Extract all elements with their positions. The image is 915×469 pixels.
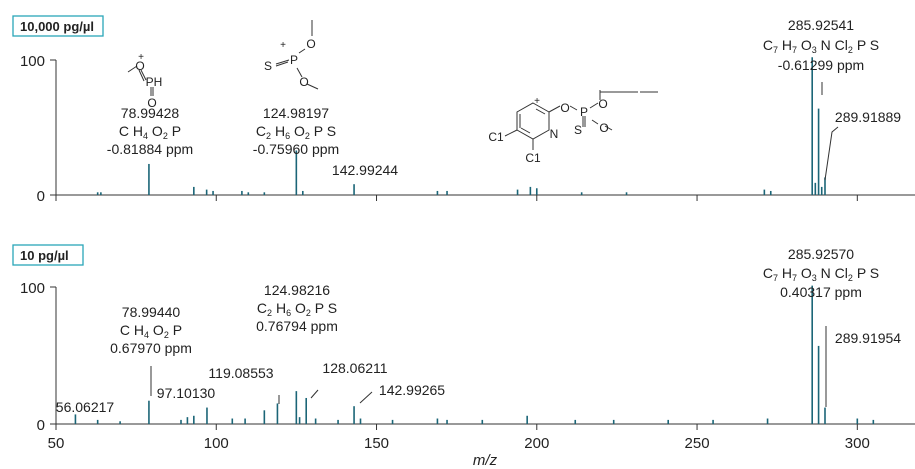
panel-bottom-label: 10 pg/µl [20, 248, 69, 263]
atom-label: S [264, 59, 272, 73]
annotation-ppm: -0.75960 ppm [253, 141, 339, 157]
atom-label: C1 [525, 151, 541, 165]
annotation-mz: 128.06211 [322, 360, 387, 376]
y-tick-label: 0 [37, 188, 45, 205]
annotation-mz: 285.92570 [788, 246, 854, 262]
annotation-mz: 124.98216 [264, 282, 330, 298]
atom-label: O [306, 37, 315, 51]
annotation-mz: 119.08553 [208, 365, 273, 381]
panel-bottom-annotations: 56.06217 78.99440 C H4 O2 P 0.67970 ppm … [56, 246, 902, 415]
panel-top-x-ticks [55, 195, 858, 201]
charge-label: + [280, 40, 286, 51]
annotation-formula: C H4 O2 P [119, 123, 181, 141]
panel-bottom-leaders [150, 326, 827, 407]
x-tick-label: 250 [685, 435, 710, 452]
annotation-ppm: -0.81884 ppm [107, 141, 193, 157]
y-tick-label: 0 [37, 417, 45, 434]
annotation-mz: 289.91954 [835, 330, 901, 346]
annotation-formula: C H4 O2 P [120, 322, 182, 340]
annotation-formula: C2 H6 O2 P S [257, 300, 337, 318]
panel-top-label: 10,000 pg/µl [20, 19, 94, 34]
annotation-mz: 78.99428 [121, 105, 180, 121]
y-tick-label: 100 [20, 53, 45, 70]
atom-label: N [550, 127, 559, 141]
panel-bottom: 10 pg/µl 100 0 50 100 150 200 250 300 56.0621… [12, 244, 915, 469]
annotation-formula: C2 H6 O2 P S [256, 123, 336, 141]
panel-top: 10,000 pg/µl 100 0 78.99428 C H4 O2 P -0… [12, 15, 915, 205]
structure-ch4o2p: O + PH O [127, 52, 163, 110]
atom-label: P [580, 105, 588, 119]
atom-label: O [598, 97, 607, 111]
atom-label: S [574, 123, 582, 137]
panel-bottom-label-box [12, 244, 84, 266]
annotation-ppm: 0.76794 ppm [256, 318, 338, 334]
leader-line [359, 391, 373, 404]
atom-label: O [599, 121, 608, 135]
panel-top-leaders [640, 82, 839, 181]
annotation-mz: 142.99265 [379, 382, 445, 398]
panel-bottom-peaks [74, 285, 875, 424]
x-axis-label: m/z [473, 452, 498, 469]
y-tick-label: 100 [20, 280, 45, 297]
atom-label: O [560, 101, 569, 115]
x-tick-label: 100 [204, 435, 229, 452]
x-tick-label: 300 [845, 435, 870, 452]
annotation-mz: 78.99440 [122, 304, 181, 320]
annotation-mz: 97.10130 [157, 385, 216, 401]
panel-top-annotations: 78.99428 C H4 O2 P -0.81884 ppm 124.9819… [107, 17, 902, 178]
annotation-mz: 124.98197 [263, 105, 329, 121]
atom-label: O [147, 96, 156, 110]
charge-label: + [534, 96, 540, 107]
leader-line [824, 126, 839, 181]
structure-c7h7o3ncl2ps: + O P O S O N C1 C1 [488, 90, 638, 165]
panel-top-y-axis: 100 0 [20, 53, 57, 205]
annotation-formula: C7 H7 O3 N Cl2 P S [763, 265, 879, 283]
atom-label: P [290, 53, 298, 67]
leader-line [310, 389, 319, 399]
atom-label: O [135, 59, 144, 73]
panel-bottom-y-axis: 100 0 [20, 280, 57, 434]
annotation-mz: 289.91889 [835, 109, 901, 125]
annotation-mz: 56.06217 [56, 399, 115, 415]
x-tick-label: 50 [48, 435, 65, 452]
panel-bottom-x-ticks: 50 100 150 200 250 300 [48, 424, 870, 452]
structure-c2h6o2ps: O + S P O [264, 20, 319, 90]
annotation-ppm: 0.67970 ppm [110, 340, 192, 356]
annotation-mz: 285.92541 [788, 17, 854, 33]
atom-label: O [299, 75, 308, 89]
x-tick-label: 150 [364, 435, 389, 452]
annotation-formula: C7 H7 O3 N Cl2 P S [763, 37, 879, 55]
atom-label: PH [146, 75, 163, 89]
x-tick-label: 200 [524, 435, 549, 452]
atom-label: C1 [488, 130, 504, 144]
panel-top-label-box [12, 15, 104, 37]
annotation-ppm: 0.40317 ppm [780, 284, 862, 300]
annotation-mz: 142.99244 [332, 162, 398, 178]
charge-label: + [138, 52, 144, 63]
panel-top-peaks [96, 57, 826, 195]
annotation-ppm: -0.61299 ppm [778, 57, 864, 73]
